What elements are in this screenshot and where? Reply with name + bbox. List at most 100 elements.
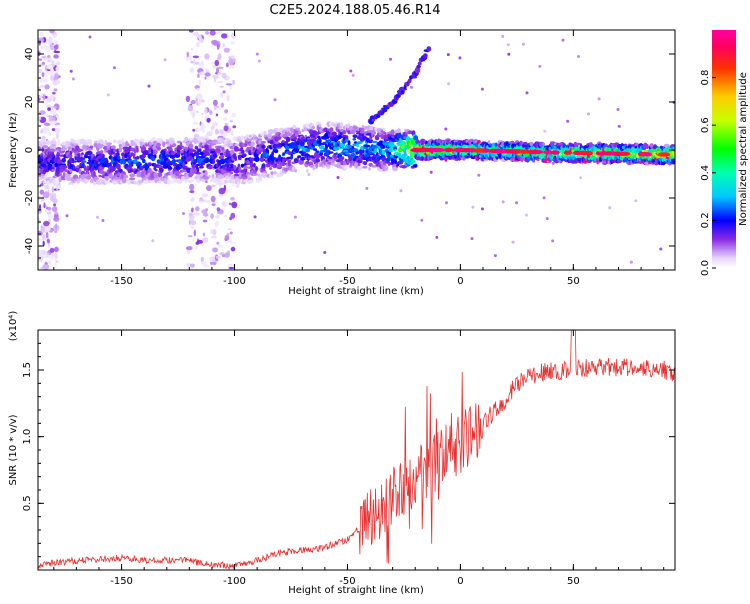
band-blob [358,148,365,154]
band-blob [261,141,266,144]
band-blob [238,166,242,172]
band-blob [284,145,290,150]
band-blob [228,173,231,177]
band-blob [240,149,245,154]
band-blob [261,163,266,169]
interference-blob [198,79,201,86]
band-blob [434,156,437,159]
band-blob [519,145,523,149]
band-peak [563,150,573,155]
snr-panel: -150 -100 -50 0 50 0.5 1.0 1.5 Height of straig… [8,311,676,596]
band-blob [371,165,378,168]
band-blob [290,153,294,157]
band-blob [397,128,401,134]
interference-blob [195,93,203,100]
band-blob [79,157,86,161]
band-blob [253,136,259,140]
interference-blob [51,60,55,64]
band-blob [672,154,675,159]
noise-blob [471,205,475,209]
band-blob [384,165,389,172]
interference-blob [51,42,54,45]
band-blob [284,140,289,147]
band-peak [527,149,544,155]
band-blob [89,145,94,149]
noise-blob [444,127,448,131]
interference-blob [189,183,195,191]
interference-blob [200,38,204,43]
band-blob [297,155,302,158]
band-blob [273,171,277,175]
interference-blob [38,207,42,214]
interference-blob [229,85,233,91]
interference-blob [44,79,48,84]
band-blob [305,148,310,153]
interference-blob [196,239,204,244]
interference-blob [41,56,47,59]
noise-blob [501,200,505,204]
band-blob [397,163,400,167]
interference-blob [47,189,50,193]
band-blob [406,140,411,145]
band-blob [357,162,361,167]
band-blob [267,133,272,139]
band-blob [345,135,349,140]
band-blob [40,173,44,177]
interference-blob [39,204,41,210]
interference-blob [53,50,57,53]
band-blob [328,156,333,160]
band-blob [263,130,267,136]
interference-blob [194,85,200,90]
branch-blob [426,46,432,52]
interference-blob [225,83,233,86]
interference-blob [206,117,211,123]
interference-blob [44,84,50,90]
interference-blob [198,34,202,40]
band-blob [267,129,274,135]
interference-blob [202,264,210,268]
interference-blob [54,262,57,268]
interference-blob [230,197,235,201]
band-blob [231,179,237,184]
band-blob [313,148,318,151]
band-blob [256,157,260,161]
interference-blob [55,223,58,231]
interference-blob [217,244,224,249]
interference-blob [53,216,60,222]
band-blob [411,152,415,158]
band-blob [345,137,349,143]
interference-blob [222,117,228,121]
spectrogram-y-axis-label: Frequency (Hz) [8,112,19,188]
interference-blob [228,202,232,206]
band-blob [249,157,255,162]
interference-blob [209,110,213,115]
interference-blob [231,112,237,118]
band-blob [233,146,239,152]
band-blob [216,145,222,149]
band-blob [124,153,128,158]
interference-blob [51,105,57,108]
noise-blob [481,207,484,211]
band-blob [363,161,368,166]
band-blob [69,169,73,173]
band-blob [320,156,325,161]
interference-blob [200,123,206,130]
interference-blob [211,203,216,207]
band-blob [88,140,92,147]
interference-blob [187,104,194,112]
band-blob [232,165,237,170]
noise-blob [566,119,570,123]
band-blob [83,165,87,172]
band-blob [158,171,163,178]
band-blob [520,156,524,162]
band-blob [227,166,233,172]
band-blob [342,125,346,131]
interference-blob [223,47,230,53]
band-blob [169,180,175,184]
noise-blob [147,84,151,88]
band-blob [219,152,224,156]
band-blob [64,173,71,178]
band-blob [237,154,242,159]
snr-multiplier-label: (x10⁴) [8,311,19,342]
noise-blob [88,35,92,39]
